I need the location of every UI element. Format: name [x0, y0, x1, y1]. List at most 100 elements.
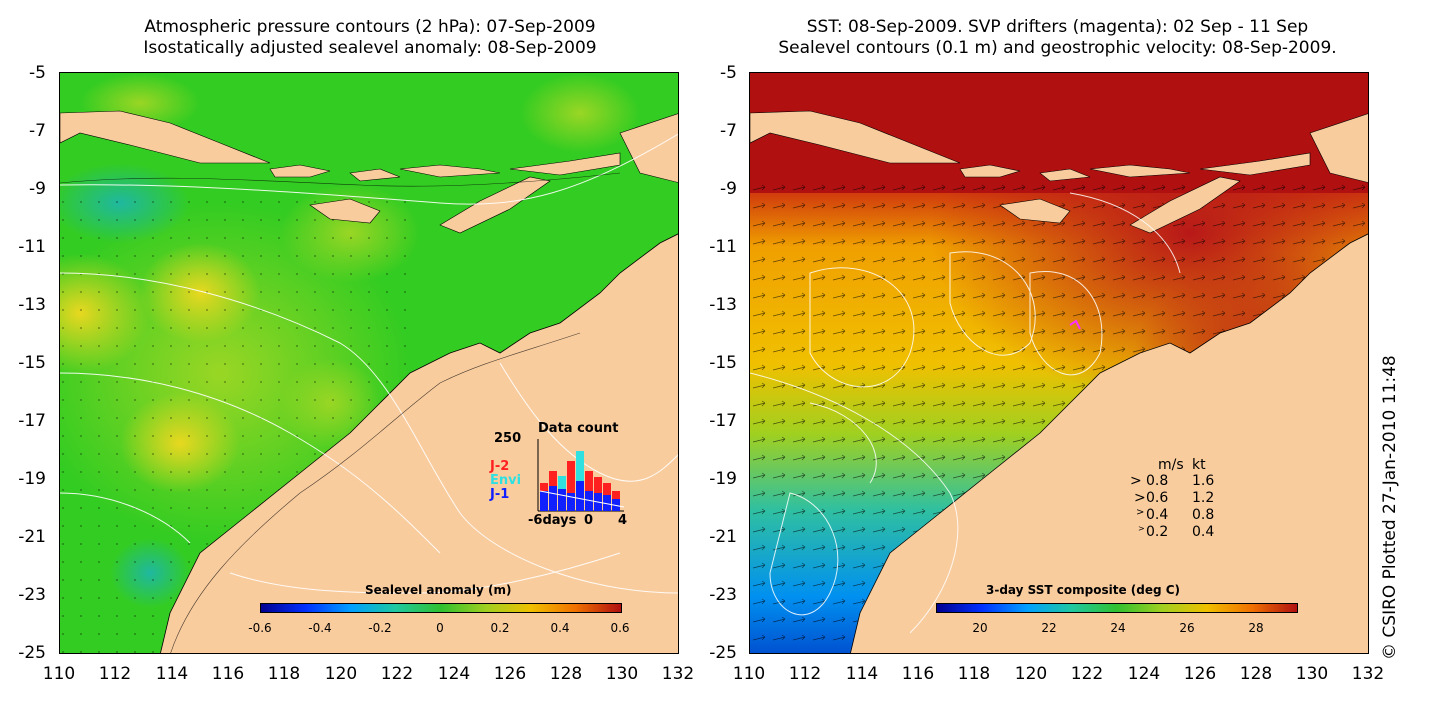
left-ytick: -25: [18, 643, 46, 663]
legend-arrow-08: >: [1130, 473, 1142, 489]
java-island: [60, 110, 271, 164]
legend-arrow-04: >: [1136, 507, 1145, 518]
left-xtick: 132: [661, 664, 695, 684]
right-ytick: -21: [709, 527, 737, 547]
java-island: [750, 110, 961, 164]
left-xtick: 118: [267, 664, 301, 684]
right-ytick: -13: [709, 295, 737, 315]
right-ytick: -19: [709, 469, 737, 489]
left-xtick: 120: [324, 664, 358, 684]
left-title: Atmospheric pressure contours (2 hPa): 0…: [60, 17, 680, 59]
sumbawa-island: [1089, 164, 1191, 178]
right-ytick: -11: [709, 237, 737, 257]
legend-kt-value: 0.4: [1192, 524, 1215, 540]
right-ytick: -15: [709, 353, 737, 373]
legend-header-ms: m/s: [1158, 457, 1184, 473]
right-xtick: 120: [1014, 664, 1048, 684]
legend-arrow-06: >: [1134, 490, 1146, 506]
right-xtick: 116: [901, 664, 935, 684]
left-xtick: 126: [493, 664, 527, 684]
left-xtick: 124: [437, 664, 471, 684]
left-cbar-tick: 0.6: [610, 621, 630, 635]
pressure-contours: [60, 133, 678, 594]
right-ytick: -25: [709, 643, 737, 663]
right-xtick: 126: [1183, 664, 1217, 684]
legend-ms-value: 0.2: [1146, 524, 1169, 540]
data-count-title: Data count: [538, 421, 619, 436]
lombok-island: [1039, 168, 1091, 182]
right-cbar-tick: 22: [1041, 621, 1057, 635]
left-ytick: -13: [18, 295, 46, 315]
right-ytick: -9: [720, 179, 737, 199]
right-ytick: -7: [720, 121, 737, 141]
legend-j1: J-1: [490, 487, 510, 502]
left-colorbar-ticks: -0.6 -0.4 -0.2 0 0.2 0.4 0.6: [240, 621, 640, 637]
data-count-max: 250: [494, 431, 522, 446]
right-ytick: -17: [709, 411, 737, 431]
inset-xlabel-end: 4: [618, 513, 628, 528]
data-count-bars: [537, 439, 625, 512]
left-cbar-tick: 0: [436, 621, 444, 635]
right-xtick: 112: [788, 664, 822, 684]
right-xtick: 124: [1127, 664, 1161, 684]
flores-island: [1199, 152, 1311, 176]
right-title-line1: SST: 08-Sep-2009. SVP drifters (magenta)…: [806, 17, 1309, 37]
left-title-line1: Atmospheric pressure contours (2 hPa): 0…: [144, 17, 596, 37]
islands: [750, 110, 1368, 234]
legend-ms-value: 0.6: [1146, 490, 1169, 506]
sumba-island: [309, 198, 381, 224]
sumba-island: [999, 198, 1071, 224]
left-cbar-tick: -0.2: [368, 621, 392, 635]
legend-ms-value: 0.4: [1146, 507, 1169, 523]
bar-group: [540, 451, 620, 511]
right-xtick: 130: [1295, 664, 1329, 684]
left-cbar-tick: -0.4: [308, 621, 332, 635]
right-cbar-tick: 20: [972, 621, 988, 635]
left-ytick: -7: [29, 121, 46, 141]
right-map[interactable]: m/s kt > 0.8 1.6 > 0.6 1.2 > 0.4 0.8 > 0…: [749, 72, 1369, 654]
timor-island: [439, 176, 551, 234]
velocity-legend: m/s kt > 0.8 1.6 > 0.6 1.2 > 0.4 0.8 > 0…: [1130, 457, 1250, 549]
right-map-canvas: [750, 73, 1368, 653]
left-cbar-tick: 0.4: [550, 621, 570, 635]
left-colorbar: [260, 603, 622, 613]
left-cbar-tick: 0.2: [490, 621, 510, 635]
right-ytick: -5: [720, 63, 737, 83]
right-xtick: 118: [957, 664, 991, 684]
right-cbar-tick: 26: [1179, 621, 1195, 635]
flores-island: [509, 152, 621, 176]
right-colorbar-ticks: 20 22 24 26 28: [960, 621, 1320, 637]
right-cbar-tick: 24: [1110, 621, 1126, 635]
right-colorbar-title: 3-day SST composite (deg C): [986, 583, 1181, 597]
right-title: SST: 08-Sep-2009. SVP drifters (magenta)…: [745, 17, 1370, 59]
left-xtick: 116: [211, 664, 245, 684]
left-title-line2: Isostatically adjusted sealevel anomaly:…: [143, 38, 597, 58]
bali-island: [269, 164, 331, 178]
left-ytick: -21: [18, 527, 46, 547]
east-island: [1309, 113, 1368, 183]
left-xtick: 128: [549, 664, 583, 684]
sealevel-contours: [750, 192, 1181, 634]
left-xtick: 130: [605, 664, 639, 684]
data-count-inset: Data count 250 J-2 Envi J-1 -6days 0 4: [480, 421, 630, 531]
bathymetry-contours: [60, 172, 621, 653]
australia-landmass: [850, 233, 1368, 653]
right-xtick: 114: [845, 664, 879, 684]
left-ytick: -19: [18, 469, 46, 489]
left-colorbar-title: Sealevel anomaly (m): [365, 583, 512, 597]
left-ytick: -11: [18, 237, 46, 257]
legend-j2: J-2: [490, 459, 510, 474]
inset-xlabel-start: -6days: [528, 513, 577, 528]
left-map[interactable]: Data count 250 J-2 Envi J-1 -6days 0 4: [59, 72, 679, 654]
legend-kt-value: 0.8: [1192, 507, 1215, 523]
legend-header-kt: kt: [1192, 457, 1206, 473]
left-ytick: -17: [18, 411, 46, 431]
left-cbar-tick: -0.6: [248, 621, 272, 635]
left-xtick: 114: [155, 664, 189, 684]
csiro-credit: © CSIRO Plotted 27-Jan-2010 11:48: [1380, 355, 1400, 660]
legend-envi: Envi: [490, 473, 522, 488]
legend-arrow-02: >: [1138, 524, 1145, 533]
left-map-canvas: [60, 73, 678, 653]
lombok-island: [349, 168, 401, 182]
inset-overlay-line: [539, 490, 625, 508]
